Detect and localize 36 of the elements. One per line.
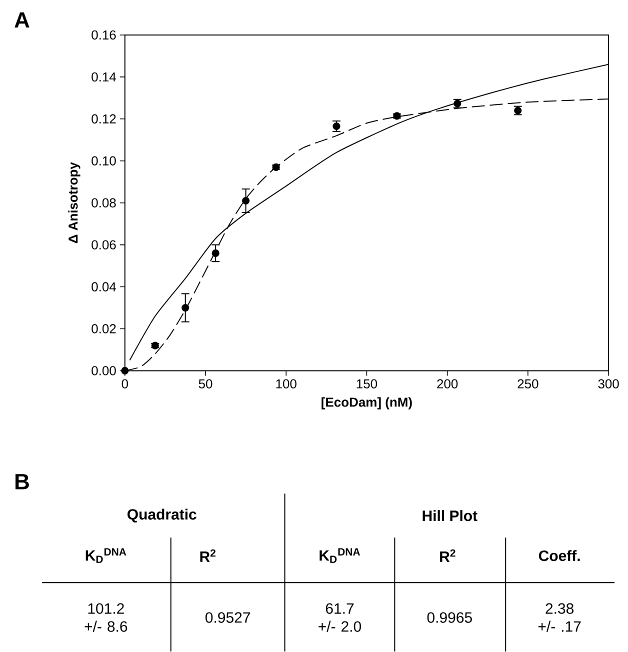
y-tick-label: 0.08 bbox=[92, 198, 116, 208]
x-tick-label: 300 bbox=[598, 379, 620, 388]
x-axis-title: [EcoDam] (nM) bbox=[322, 397, 412, 410]
y-tick-label: 0.12 bbox=[92, 114, 116, 124]
y-tick-label: 0.04 bbox=[92, 282, 116, 292]
x-tick-label: 100 bbox=[276, 379, 297, 388]
point bbox=[242, 196, 250, 205]
y-tick-label: 0.02 bbox=[92, 324, 116, 334]
text: A bbox=[14, 12, 30, 28]
x-tick-label: 0 bbox=[122, 379, 128, 388]
text: 101.2 +/- 8.6 bbox=[85, 603, 128, 632]
text: 0.9965 bbox=[428, 612, 472, 623]
point bbox=[212, 249, 220, 258]
point bbox=[121, 366, 129, 375]
text: R$^{2}$ bbox=[440, 549, 456, 562]
y-tick-label: 0.06 bbox=[92, 240, 116, 250]
x-tick-label: 250 bbox=[518, 379, 538, 388]
text: K$_{D}$DNA bbox=[86, 548, 126, 563]
text: Hill Plot bbox=[422, 510, 478, 522]
text: 0.9527 bbox=[206, 612, 250, 623]
text: K$_{D}$DNA bbox=[320, 548, 360, 563]
text: 2.38 +/- .17 bbox=[538, 603, 581, 632]
text: B bbox=[16, 474, 30, 490]
text: R$^{2}$ bbox=[200, 549, 216, 562]
x-tick-label: 200 bbox=[437, 379, 458, 388]
y-tick-label: 0.14 bbox=[92, 72, 116, 82]
text: Coeff. bbox=[539, 550, 580, 562]
x-tick-label: 150 bbox=[357, 379, 378, 388]
x-tick-label: 50 bbox=[199, 379, 212, 388]
y-tick-label: 0.00 bbox=[92, 366, 116, 376]
y-tick-label: 0.16 bbox=[92, 30, 116, 40]
y-axis-title: Δ Anisotropy bbox=[68, 162, 81, 244]
y-tick-label: 0.10 bbox=[92, 156, 116, 166]
text: 61.7 +/- 2.0 bbox=[318, 603, 362, 632]
text: Quadratic bbox=[128, 508, 197, 523]
point bbox=[182, 304, 190, 312]
